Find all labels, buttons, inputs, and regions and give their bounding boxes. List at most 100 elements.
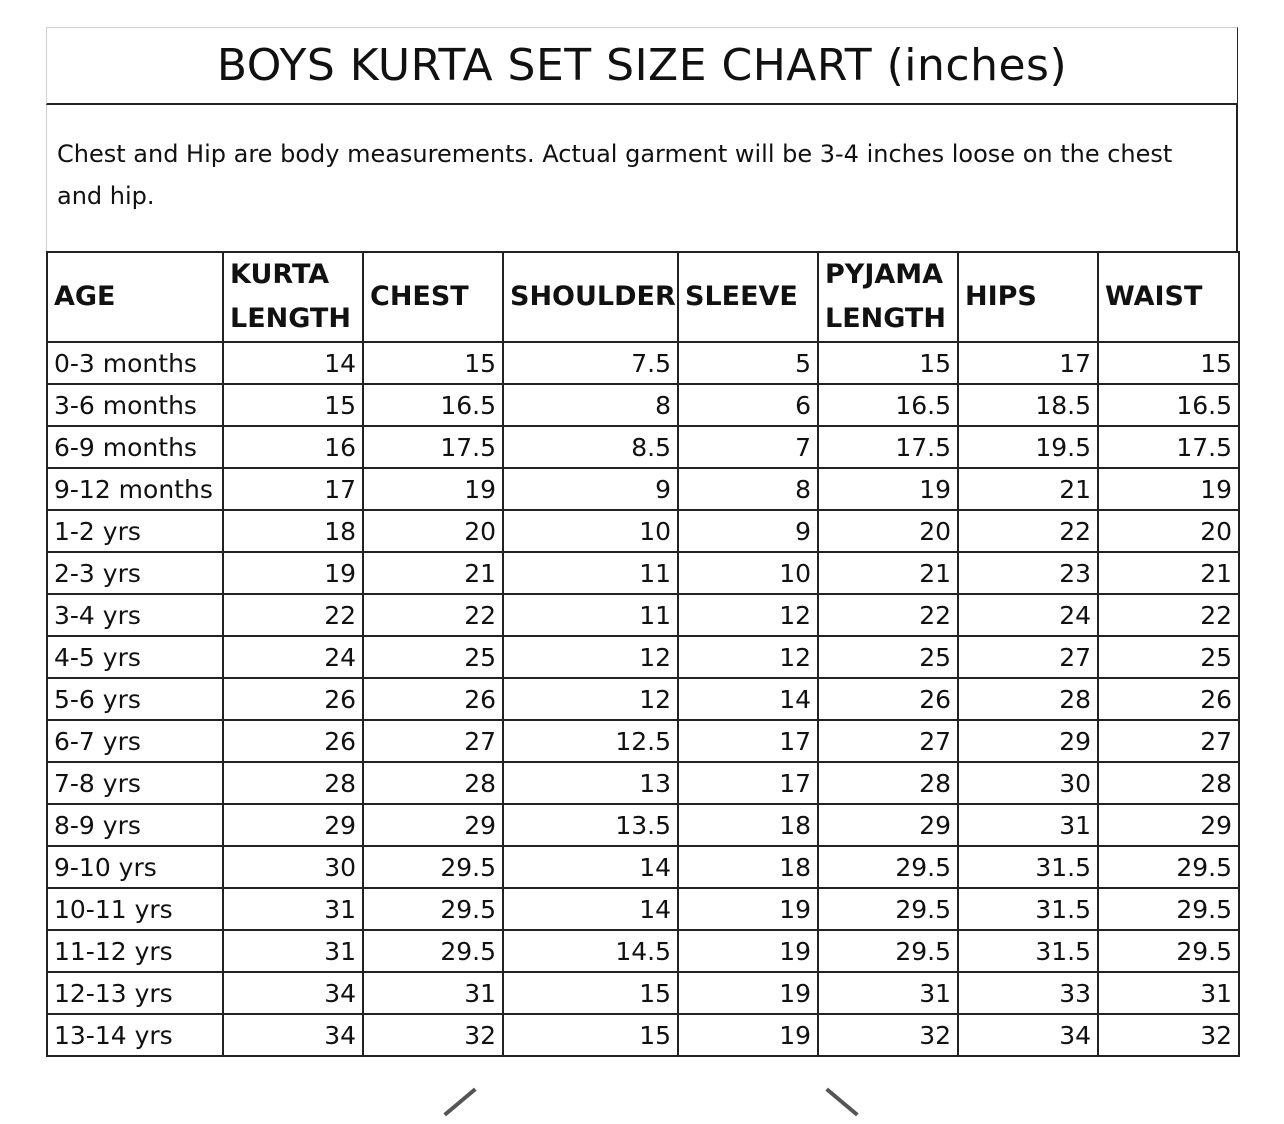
table-row: 9-10 yrs 30 29.5 14 18 29.5 31.5 29.5 [46,845,1240,889]
measurement-cell: 26 [222,719,364,763]
measurement-cell: 31 [817,971,959,1015]
measurement-cell: 31 [957,803,1099,847]
measurement-cell: 25 [1097,635,1240,679]
measurement-cell: 14 [502,845,679,889]
measurement-cell: 28 [362,761,504,805]
measurement-cell: 29.5 [362,845,504,889]
table-body: 0-3 months 14 15 7.5 5 15 17 15 3-6 months 15 16.5… [46,341,1240,1057]
measurement-cell: 18.5 [957,383,1099,427]
table-header-row: AGE KURTA LENGTH CHEST SHOULDER SLEEVE PYJAMA L… [46,251,1240,343]
table-row: 9-12 months 17 19 9 8 19 21 19 [46,467,1240,511]
measurement-cell: 17 [677,719,819,763]
column-header-line: SHOULDER [510,281,676,312]
measurement-cell: 31 [222,929,364,973]
measurement-cell: 13.5 [502,803,679,847]
column-header-line: CHEST [370,281,469,312]
column-header-line: PYJAMA [825,259,944,290]
measurement-cell: 19 [677,1013,819,1057]
column-header: HIPS [957,251,1099,343]
measurement-cell: 6 [677,383,819,427]
measurement-cell: 12 [677,593,819,637]
measurement-cell: 17.5 [817,425,959,469]
measurement-cell: 17 [222,467,364,511]
measurement-cell: 33 [957,971,1099,1015]
measurement-cell: 29.5 [1097,845,1240,889]
measurement-cell: 34 [957,1013,1099,1057]
measurement-cell: 31.5 [957,887,1099,931]
age-cell: 8-9 yrs [46,803,224,847]
measurement-cell: 29 [817,803,959,847]
measurement-cell: 22 [957,509,1099,553]
measurement-cell: 27 [957,635,1099,679]
measurement-cell: 21 [817,551,959,595]
column-header: AGE [46,251,224,343]
measurement-cell: 22 [362,593,504,637]
column-header-line: LENGTH [230,303,351,334]
measurement-cell: 17 [677,761,819,805]
column-header: PYJAMA LENGTH [817,251,959,343]
measurement-cell: 20 [817,509,959,553]
measurement-cell: 18 [677,803,819,847]
age-cell: 4-5 yrs [46,635,224,679]
measurement-cell: 29.5 [817,887,959,931]
measurement-cell: 34 [222,1013,364,1057]
table-row: 7-8 yrs 28 28 13 17 28 30 28 [46,761,1240,805]
measurement-cell: 16.5 [362,383,504,427]
measurement-cell: 15 [502,971,679,1015]
measurement-cell: 14.5 [502,929,679,973]
column-header-line: LENGTH [825,303,946,334]
age-cell: 9-12 months [46,467,224,511]
measurement-cell: 28 [817,761,959,805]
age-cell: 2-3 yrs [46,551,224,595]
measurement-cell: 29.5 [817,929,959,973]
measurement-cell: 17 [957,341,1099,385]
column-header: SHOULDER [502,251,679,343]
measurement-cell: 17.5 [1097,425,1240,469]
measurement-cell: 26 [1097,677,1240,721]
measurement-cell: 8.5 [502,425,679,469]
column-header-line: KURTA [230,259,330,290]
table-row: 12-13 yrs 34 31 15 19 31 33 31 [46,971,1240,1015]
measurement-cell: 19 [677,971,819,1015]
age-cell: 1-2 yrs [46,509,224,553]
table-row: 6-7 yrs 26 27 12.5 17 27 29 27 [46,719,1240,763]
measurement-cell: 22 [222,593,364,637]
measurement-cell: 16.5 [817,383,959,427]
measurement-cell: 21 [957,467,1099,511]
measurement-cell: 20 [1097,509,1240,553]
measurement-cell: 27 [362,719,504,763]
measurement-cell: 27 [817,719,959,763]
measurement-cell: 15 [817,341,959,385]
measurement-cell: 14 [677,677,819,721]
measurement-cell: 28 [1097,761,1240,805]
measurement-cell: 10 [677,551,819,595]
measurement-cell: 34 [222,971,364,1015]
measurement-cell: 29.5 [1097,929,1240,973]
table-row: 10-11 yrs 31 29.5 14 19 29.5 31.5 29.5 [46,887,1240,931]
decorative-mark-left [443,1087,477,1117]
measurement-cell: 7.5 [502,341,679,385]
table-row: 6-9 months 16 17.5 8.5 7 17.5 19.5 17.5 [46,425,1240,469]
measurement-cell: 8 [677,467,819,511]
measurement-cell: 15 [362,341,504,385]
age-cell: 0-3 months [46,341,224,385]
age-cell: 6-9 months [46,425,224,469]
column-header-line: WAIST [1105,281,1203,312]
measurement-cell: 24 [222,635,364,679]
measurement-cell: 25 [362,635,504,679]
measurement-cell: 19 [677,929,819,973]
measurement-cell: 24 [957,593,1099,637]
measurement-cell: 29.5 [362,929,504,973]
measurement-cell: 26 [362,677,504,721]
measurement-cell: 25 [817,635,959,679]
table-row: 3-4 yrs 22 22 11 12 22 24 22 [46,593,1240,637]
measurement-cell: 9 [502,467,679,511]
age-cell: 12-13 yrs [46,971,224,1015]
note-line-2: and hip. [57,182,155,210]
measurement-cell: 19.5 [957,425,1099,469]
age-cell: 11-12 yrs [46,929,224,973]
measurement-cell: 19 [677,887,819,931]
measurement-cell: 19 [1097,467,1240,511]
column-header-line: HIPS [965,281,1037,312]
note-line-1: Chest and Hip are body measurements. Act… [57,140,1173,168]
